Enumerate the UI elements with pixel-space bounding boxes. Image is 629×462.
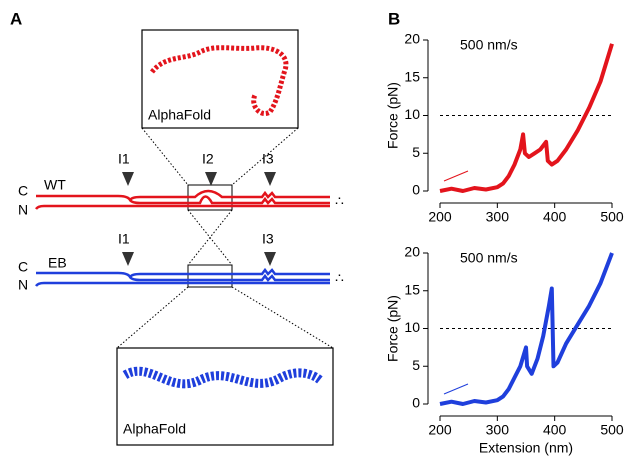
domain-label: I3 bbox=[262, 151, 274, 167]
zoom-lines bbox=[116, 127, 334, 349]
x-tick-label: 400 bbox=[543, 422, 567, 438]
x-tick-label: 400 bbox=[543, 209, 567, 225]
end-mark: ∴ bbox=[335, 193, 344, 209]
x-tick-label: 500 bbox=[600, 209, 624, 225]
y-axis-label: Force (pN) bbox=[385, 295, 401, 362]
y-tick-label: 10 bbox=[404, 106, 420, 122]
terminus: C bbox=[18, 183, 28, 199]
y-tick-label: 20 bbox=[404, 31, 420, 47]
domain-label: I1 bbox=[118, 231, 130, 247]
end-mark: ∴ bbox=[335, 270, 344, 286]
y-tick-label: 15 bbox=[404, 281, 420, 297]
construct-label: WT bbox=[44, 177, 66, 193]
inset-caption: AlphaFold bbox=[148, 107, 211, 123]
x-tick-label: 500 bbox=[600, 422, 624, 438]
y-tick-label: 5 bbox=[412, 144, 420, 160]
force-trace bbox=[439, 43, 614, 193]
x-axis-label: Extension (nm) bbox=[479, 440, 573, 456]
arrowheads bbox=[122, 172, 276, 266]
x-tick-label: 300 bbox=[486, 209, 510, 225]
domain-label: I3 bbox=[262, 231, 274, 247]
construct-strands bbox=[34, 267, 330, 287]
y-tick-label: 0 bbox=[412, 395, 420, 411]
x-tick-label: 200 bbox=[428, 422, 452, 438]
chart-title: 500 nm/s bbox=[460, 250, 518, 266]
domain-label: I2 bbox=[202, 151, 214, 167]
y-tick-label: 20 bbox=[404, 244, 420, 260]
force-trace bbox=[439, 252, 614, 406]
inset-caption: AlphaFold bbox=[123, 421, 186, 437]
y-tick-label: 5 bbox=[412, 357, 420, 373]
terminus: C bbox=[18, 259, 28, 275]
direction-arrow bbox=[443, 383, 469, 395]
y-axis-label: Force (pN) bbox=[385, 82, 401, 149]
x-tick-label: 200 bbox=[428, 209, 452, 225]
inset-box bbox=[116, 347, 334, 446]
panel-label: A bbox=[10, 9, 22, 28]
terminus: N bbox=[18, 202, 28, 218]
y-tick-label: 10 bbox=[404, 319, 420, 335]
construct-label: EB bbox=[48, 255, 67, 271]
x-tick-label: 300 bbox=[486, 422, 510, 438]
domain-label: I1 bbox=[118, 151, 130, 167]
direction-arrow bbox=[443, 170, 469, 182]
terminus: N bbox=[18, 277, 28, 293]
panel-label: B bbox=[388, 9, 400, 28]
protein-structure bbox=[150, 45, 289, 116]
construct-strands bbox=[34, 189, 330, 210]
y-tick-label: 15 bbox=[404, 68, 420, 84]
chart-title: 500 nm/s bbox=[460, 37, 518, 53]
zoom-box bbox=[187, 264, 233, 288]
y-tick-label: 0 bbox=[412, 182, 420, 198]
